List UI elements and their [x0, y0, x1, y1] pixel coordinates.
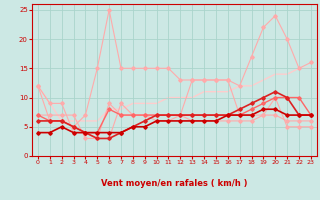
X-axis label: Vent moyen/en rafales ( km/h ): Vent moyen/en rafales ( km/h ) [101, 179, 248, 188]
